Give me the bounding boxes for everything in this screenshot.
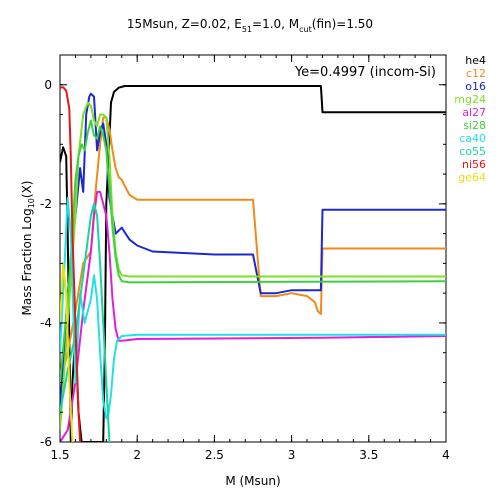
- y-axis-label: Mass Fraction Log10(X): [20, 181, 36, 316]
- series-line-ni56: [60, 86, 82, 442]
- y-tick-label: -6: [40, 435, 52, 449]
- ye-annotation: Ye=0.4997 (incom-Si): [294, 65, 436, 80]
- series-line-ca40: [60, 196, 446, 420]
- series-layer: [60, 85, 446, 442]
- tick-layer: 1.5 2 2.5 3 3.5 4 0 -2 -4 -6: [40, 54, 450, 462]
- y-tick-label: -4: [40, 316, 52, 330]
- series-line-co55: [60, 202, 111, 442]
- series-line-si28: [60, 119, 446, 383]
- y-tick-label: -2: [40, 197, 52, 211]
- series-line-al27: [60, 190, 446, 442]
- legend-item-co55: co55: [459, 145, 486, 158]
- x-tick-label: 4: [442, 448, 450, 462]
- legend-item-ni56: ni56: [462, 158, 486, 171]
- legend-item-ca40: ca40: [459, 132, 486, 145]
- x-tick-label: 3.5: [359, 448, 378, 462]
- series-line-o16: [60, 92, 446, 413]
- series-line-c12: [60, 116, 446, 383]
- legend-item-o16: o16: [465, 80, 486, 93]
- chart-title: 15Msun, Z=0.02, E51=1.0, Mcut(fin)=1.50: [127, 17, 373, 34]
- legend-item-si28: si28: [463, 119, 486, 132]
- x-tick-label: 3: [288, 448, 296, 462]
- legend-item-he4: he4: [465, 54, 486, 67]
- legend-item-al27: al27: [462, 106, 486, 119]
- legend-item-mg24: mg24: [454, 93, 486, 106]
- legend-item-c12: c12: [466, 67, 486, 80]
- x-tick-label: 2.5: [205, 448, 224, 462]
- legend-item-ge64: ge64: [458, 171, 486, 184]
- x-axis-label: M (Msun): [225, 474, 280, 488]
- y-tick-label: 0: [44, 78, 52, 92]
- x-tick-label: 2: [133, 448, 141, 462]
- series-line-ge64: [60, 262, 74, 442]
- x-tick-label: 1.5: [50, 448, 69, 462]
